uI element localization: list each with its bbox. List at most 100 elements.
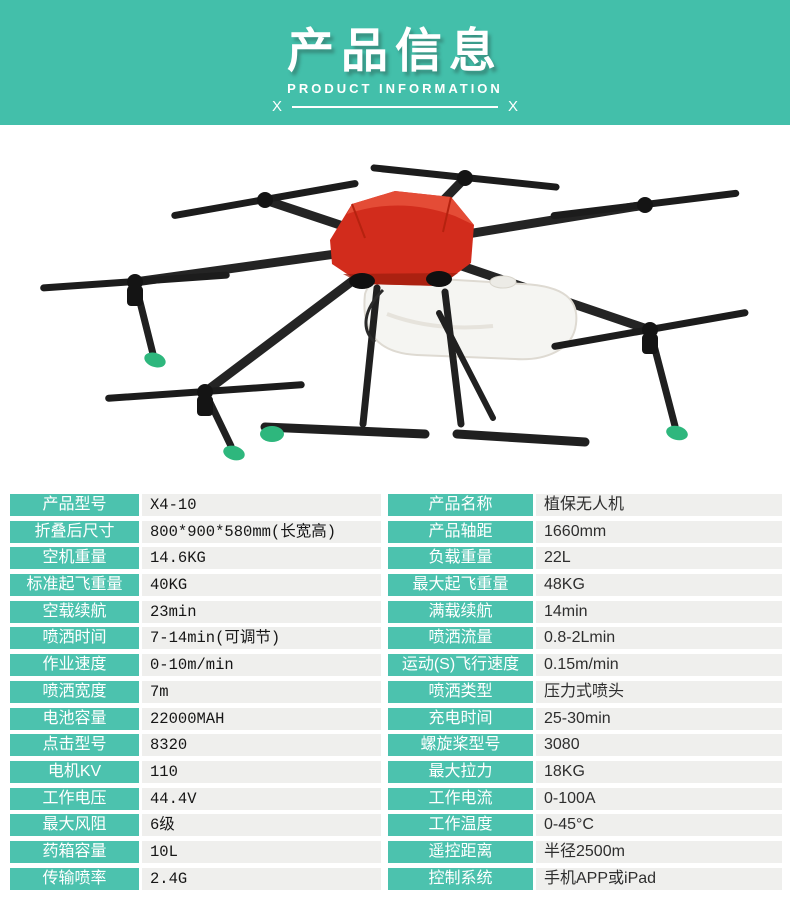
spec-row: 传输喷率 2.4G — [10, 867, 381, 890]
spec-row: 负载重量 22L — [388, 547, 782, 570]
spec-label: 工作电压 — [10, 787, 139, 810]
spec-label: 折叠后尺寸 — [10, 520, 139, 543]
spec-label: 负载重量 — [388, 547, 533, 570]
spec-value: 800*900*580mm(长宽高) — [142, 520, 381, 543]
spec-row: 点击型号 8320 — [10, 734, 381, 757]
spec-label: 点击型号 — [10, 734, 139, 757]
spec-value: 110 — [142, 760, 381, 783]
spec-label: 作业速度 — [10, 654, 139, 677]
spec-label: 工作电流 — [388, 787, 533, 810]
spec-row: 喷洒时间 7-14min(可调节) — [10, 627, 381, 650]
spec-row: 空机重量 14.6KG — [10, 547, 381, 570]
spec-label: 药箱容量 — [10, 840, 139, 863]
spec-row: 产品名称 植保无人机 — [388, 494, 782, 516]
spec-value: 压力式喷头 — [536, 680, 782, 703]
spec-column-right: 产品名称 植保无人机 产品轴距 1660mm 负载重量 22L 最大起飞重量 48KG 满载续航… — [388, 494, 782, 894]
spec-row: 作业速度 0-10m/min — [10, 654, 381, 677]
spec-value: 半径2500m — [536, 840, 782, 863]
spec-row: 工作温度 0-45°C — [388, 814, 782, 837]
spec-row: 遥控距离 半径2500m — [388, 840, 782, 863]
spec-row: 控制系统 手机APP或iPad — [388, 867, 782, 890]
spec-value: 0-10m/min — [142, 654, 381, 677]
spec-row: 运动(S)飞行速度 0.15m/min — [388, 654, 782, 677]
spec-label: 最大风阻 — [10, 814, 139, 837]
drone-image — [40, 164, 749, 461]
spec-value: 0-45°C — [536, 814, 782, 837]
spec-label: 控制系统 — [388, 867, 533, 890]
header-band: 产品信息 PRODUCT INFORMATION X X — [0, 0, 790, 125]
spec-value: 3080 — [536, 734, 782, 757]
spec-value: 22L — [536, 547, 782, 570]
spec-label: 充电时间 — [388, 707, 533, 730]
spec-row: 空载续航 23min — [10, 600, 381, 623]
spec-row: 工作电流 0-100A — [388, 787, 782, 810]
spec-row: 喷洒流量 0.8-2Lmin — [388, 627, 782, 650]
spec-label: 传输喷率 — [10, 867, 139, 890]
spec-value: 7-14min(可调节) — [142, 627, 381, 650]
spec-label: 电池容量 — [10, 707, 139, 730]
spec-value: 22000MAH — [142, 707, 381, 730]
spec-value: 0-100A — [536, 787, 782, 810]
spec-row: 电池容量 22000MAH — [10, 707, 381, 730]
spec-value: 14min — [536, 600, 782, 623]
spec-label: 工作温度 — [388, 814, 533, 837]
spec-row: 折叠后尺寸 800*900*580mm(长宽高) — [10, 520, 381, 543]
divider-line — [292, 105, 498, 108]
spec-row: 标准起飞重量 40KG — [10, 574, 381, 597]
spec-row: 药箱容量 10L — [10, 840, 381, 863]
page-subtitle: PRODUCT INFORMATION — [287, 81, 503, 96]
header-divider: X X — [0, 98, 790, 115]
spec-row: 最大拉力 18KG — [388, 760, 782, 783]
spec-value: 手机APP或iPad — [536, 867, 782, 890]
spec-value: 23min — [142, 600, 381, 623]
spec-row: 最大风阻 6级 — [10, 814, 381, 837]
spec-value: 7m — [142, 680, 381, 703]
spec-row: 电机KV 110 — [10, 760, 381, 783]
spec-label: 遥控距离 — [388, 840, 533, 863]
spec-value: 10L — [142, 840, 381, 863]
spec-value: 8320 — [142, 734, 381, 757]
product-photo — [25, 128, 765, 486]
spec-row: 最大起飞重量 48KG — [388, 574, 782, 597]
divider-x-left: X — [271, 98, 282, 115]
spec-value: 14.6KG — [142, 547, 381, 570]
spec-row: 螺旋桨型号 3080 — [388, 734, 782, 757]
spec-value: 18KG — [536, 760, 782, 783]
spec-label: 运动(S)飞行速度 — [388, 654, 533, 677]
spec-value: 44.4V — [142, 787, 381, 810]
spec-label: 喷洒类型 — [388, 680, 533, 703]
spec-value: 植保无人机 — [536, 494, 782, 516]
spec-row: 满载续航 14min — [388, 600, 782, 623]
spec-value: 2.4G — [142, 867, 381, 890]
spec-label: 喷洒流量 — [388, 627, 533, 650]
spec-label: 空载续航 — [10, 600, 139, 623]
spec-label: 螺旋桨型号 — [388, 734, 533, 757]
spec-row: 工作电压 44.4V — [10, 787, 381, 810]
spec-value: 1660mm — [536, 520, 782, 543]
spray-tank — [363, 275, 578, 361]
spec-label: 电机KV — [10, 760, 139, 783]
spec-value: 6级 — [142, 814, 381, 837]
spec-label: 产品名称 — [388, 494, 533, 516]
spec-row: 喷洒宽度 7m — [10, 680, 381, 703]
spec-value: 40KG — [142, 574, 381, 597]
spec-label: 标准起飞重量 — [10, 574, 139, 597]
spec-value: 0.15m/min — [536, 654, 782, 677]
page-title: 产品信息 — [287, 24, 503, 77]
spec-label: 空机重量 — [10, 547, 139, 570]
spec-label: 满载续航 — [388, 600, 533, 623]
spec-label: 最大起飞重量 — [388, 574, 533, 597]
spec-label: 产品型号 — [10, 494, 139, 516]
spec-value: X4-10 — [142, 494, 381, 516]
spec-label: 喷洒时间 — [10, 627, 139, 650]
spec-row: 喷洒类型 压力式喷头 — [388, 680, 782, 703]
spec-value: 25-30min — [536, 707, 782, 730]
spec-row: 充电时间 25-30min — [388, 707, 782, 730]
canopy — [330, 191, 474, 289]
spec-label: 产品轴距 — [388, 520, 533, 543]
spec-value: 0.8-2Lmin — [536, 627, 782, 650]
spec-label: 喷洒宽度 — [10, 680, 139, 703]
spec-value: 48KG — [536, 574, 782, 597]
spec-label: 最大拉力 — [388, 760, 533, 783]
